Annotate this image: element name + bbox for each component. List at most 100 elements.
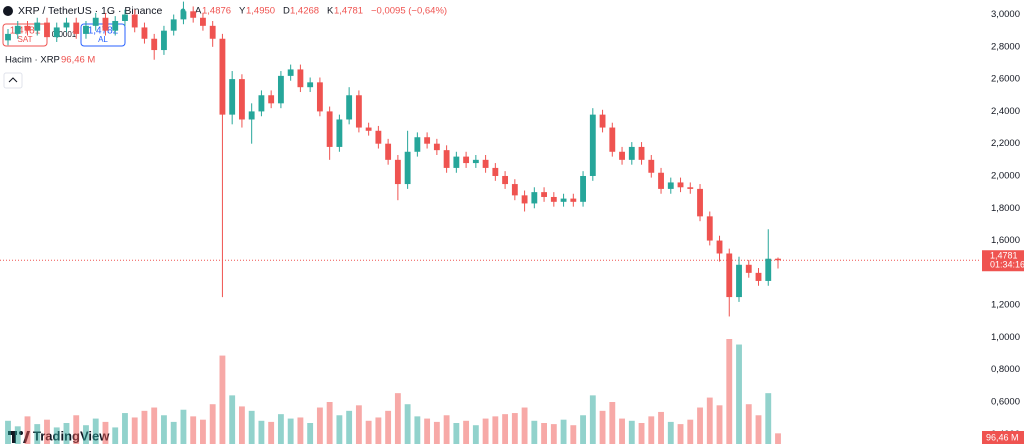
candle-body [550, 196, 557, 202]
volume-bar [745, 404, 752, 444]
volume-bar [365, 420, 372, 444]
candle-body [209, 25, 216, 39]
volume-bar [424, 418, 431, 444]
candle-body [609, 127, 616, 152]
candle-body [24, 25, 31, 31]
candle-body [404, 151, 411, 185]
volume-bar [385, 410, 392, 444]
candle-body [453, 156, 460, 168]
candle-body [638, 146, 645, 160]
volume-bar [638, 423, 645, 444]
y-tick-label: 2,2000 [991, 138, 1020, 149]
volume-bar [453, 423, 460, 444]
volume-bar [570, 425, 577, 444]
candle-body [570, 198, 577, 202]
candle-body [73, 22, 80, 34]
candle-body [658, 172, 664, 189]
candle-body [239, 79, 245, 120]
volume-bar [277, 414, 284, 444]
volume-bar [706, 397, 713, 444]
volume-bar [34, 424, 41, 444]
volume-bar [239, 406, 245, 444]
y-tick-label: 1,6000 [991, 235, 1020, 246]
candle-body [83, 25, 89, 34]
buy-price: 1,4782 [88, 26, 119, 37]
volume-bar [44, 419, 50, 444]
sell-label: SAT [18, 35, 33, 44]
volume-bar [316, 407, 323, 444]
volume-bar [258, 420, 265, 444]
candle-body [5, 33, 11, 41]
candle-body [268, 95, 275, 104]
volume-bar [14, 426, 21, 444]
price-axis: 3,0000 2,8000 2,6000 2,4000 2,2000 2,0000 1,80… [980, 9, 1020, 440]
volume-bar [502, 414, 509, 444]
y-tick-label: 2,6000 [991, 74, 1020, 85]
volume-bar [336, 415, 343, 444]
volume-bar [112, 427, 119, 444]
candle-body [307, 82, 314, 88]
volume-bar [628, 420, 635, 444]
candle-body [736, 264, 742, 298]
last-price-label: 1,4781 [990, 251, 1018, 261]
candle-body [443, 150, 450, 168]
candle-body [122, 14, 128, 21]
volume-bar [619, 418, 625, 444]
volume-bar [355, 405, 362, 444]
volume-value: 96,46 M [61, 55, 95, 66]
collapse-button[interactable] [3, 72, 23, 89]
volume-bar [580, 415, 586, 444]
y-tick-label: 3,0000 [991, 9, 1020, 20]
candle-body [258, 95, 265, 112]
candle-body [200, 17, 206, 26]
symbol-icon [3, 6, 13, 16]
volume-bar [658, 411, 664, 444]
countdown: 01:34:16 [990, 260, 1024, 270]
volume-bar [511, 413, 518, 444]
volume-bar [404, 404, 411, 444]
volume-title: Hacim · XRP [5, 55, 60, 66]
volume-bar [151, 407, 158, 444]
y-tick-label: 2,4000 [991, 106, 1020, 117]
ohlc-value: 1,4876 [202, 6, 231, 17]
candle-body [580, 175, 586, 202]
volume-bar [736, 344, 742, 444]
candle-body [697, 188, 703, 217]
candle-body [131, 14, 138, 28]
candle-body [463, 156, 470, 164]
volume-bar [541, 423, 547, 444]
volume-bar [560, 419, 567, 444]
spread: 0,0001 [52, 30, 77, 39]
candle-body [219, 38, 226, 115]
volume-bar [307, 423, 314, 444]
candle-body [492, 167, 499, 176]
volume-bar [83, 425, 89, 444]
y-tick-label: 2,8000 [991, 41, 1020, 52]
candle-body [755, 272, 762, 281]
candle-body [511, 184, 518, 196]
candle-body [482, 159, 489, 168]
last-price-box [982, 250, 1024, 272]
candle-body [180, 11, 187, 20]
volume-bar [141, 410, 148, 444]
y-tick-label: 0,8000 [991, 364, 1020, 375]
candle-body [531, 192, 538, 204]
candle-body [541, 192, 547, 197]
volume-value-box [982, 431, 1024, 444]
candle-body [346, 95, 353, 120]
candle-body [589, 114, 596, 176]
candle-body [316, 82, 323, 112]
candle-body [424, 137, 431, 144]
symbol-title: XRP / TetherUS · 1G · Binance [18, 5, 163, 17]
volume-bar [346, 410, 353, 444]
volume-bar [648, 416, 655, 444]
volume-bar [677, 424, 684, 444]
collapse-icon [8, 77, 18, 83]
volume-bar [521, 407, 528, 444]
candle-body [375, 130, 382, 144]
candle-body [394, 159, 401, 185]
volume-bar [716, 405, 723, 444]
candle-body [619, 151, 625, 160]
volume-bar [463, 420, 470, 444]
candle-body [229, 79, 236, 115]
